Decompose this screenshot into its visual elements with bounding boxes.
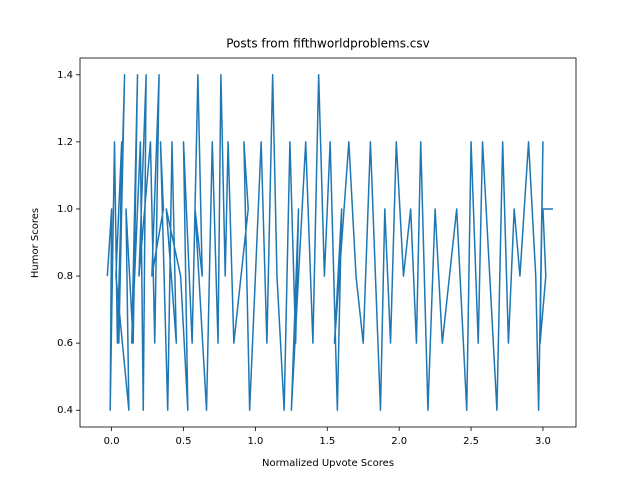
x-axis-label: Normalized Upvote Scores bbox=[262, 458, 394, 469]
data-line bbox=[106, 74, 553, 411]
x-tick-label: 1.5 bbox=[319, 436, 335, 447]
y-tick-label: 1.0 bbox=[57, 204, 73, 215]
y-tick-label: 0.8 bbox=[57, 271, 73, 282]
x-tick-label: 1.0 bbox=[247, 436, 263, 447]
plot-frame bbox=[79, 57, 577, 428]
y-tick-label: 0.4 bbox=[57, 405, 73, 416]
x-tick-label: 0.0 bbox=[104, 436, 120, 447]
chart-title: Posts from fifthworldproblems.csv bbox=[226, 37, 430, 51]
y-axis-label: Humor Scores bbox=[30, 208, 41, 278]
y-tick-label: 1.4 bbox=[57, 70, 73, 81]
y-tick-label: 1.2 bbox=[57, 137, 73, 148]
x-tick-label: 3.0 bbox=[535, 436, 551, 447]
y-tick-label: 0.6 bbox=[57, 338, 73, 349]
x-tick-label: 0.5 bbox=[176, 436, 192, 447]
x-tick-label: 2.0 bbox=[391, 436, 407, 447]
x-tick-label: 2.5 bbox=[463, 436, 479, 447]
